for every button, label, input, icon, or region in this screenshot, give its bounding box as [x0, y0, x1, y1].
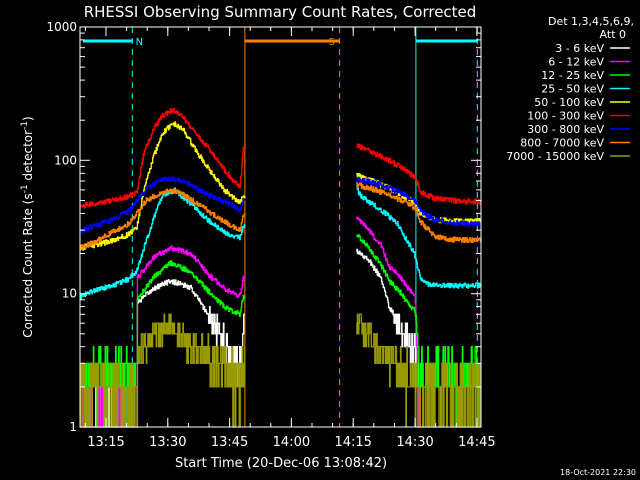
legend-label-3-6-kev: 3 - 6 keV: [555, 42, 604, 55]
x-tick-label: 14:30: [396, 435, 433, 450]
legend-label-25-50-kev: 25 - 50 keV: [541, 83, 604, 96]
series-line-50-100-kev: [79, 121, 482, 251]
x-tick-label: 13:15: [87, 435, 124, 450]
flag-s-label: S: [328, 37, 334, 48]
legend-label-50-100-kev: 50 - 100 keV: [534, 96, 604, 109]
series-line-800-7000-kev: [79, 182, 482, 251]
legend-label-300-800-kev: 300 - 800 keV: [527, 123, 604, 136]
x-axis-label: Start Time (20-Dec-06 13:08:42): [175, 456, 387, 471]
x-tick-label: 14:15: [334, 435, 371, 450]
y-tick-label: 1000: [46, 20, 77, 34]
chart-title: RHESSI Observing Summary Count Rates, Co…: [84, 3, 477, 21]
legend-label-7000-15000-kev: 7000 - 15000 keV: [506, 150, 604, 163]
legend-label-12-25-kev: 12 - 25 keV: [541, 69, 604, 82]
series-line-25-50-kev: [79, 184, 482, 300]
series-line-300-800-kev: [79, 176, 481, 234]
x-tick-label: 14:45: [458, 435, 495, 450]
legend-detector-line: Det 1,3,4,5,6,9,: [548, 15, 634, 28]
flag-n-label: N: [136, 37, 143, 48]
y-tick-label: 1: [69, 420, 77, 434]
y-tick-label: 10: [62, 287, 77, 301]
legend-label-6-12-kev: 6 - 12 keV: [548, 56, 604, 69]
x-tick-label: 14:00: [273, 435, 310, 450]
y-tick-label: 100: [54, 153, 77, 167]
series-line-100-300-kev: [79, 107, 482, 209]
plot-frame: [79, 26, 482, 428]
x-tick-label: 13:45: [211, 435, 248, 450]
legend-attenuator-line: Att 0: [600, 28, 626, 41]
footer-timestamp: 18-Oct-2021 22:30: [560, 468, 636, 477]
y-axis-label: Corrected Count Rate (s-1 detector-1): [20, 116, 35, 337]
legend-label-100-300-kev: 100 - 300 keV: [527, 110, 604, 123]
legend-label-800-7000-kev: 800 - 7000 keV: [520, 137, 604, 150]
x-tick-label: 13:30: [149, 435, 186, 450]
